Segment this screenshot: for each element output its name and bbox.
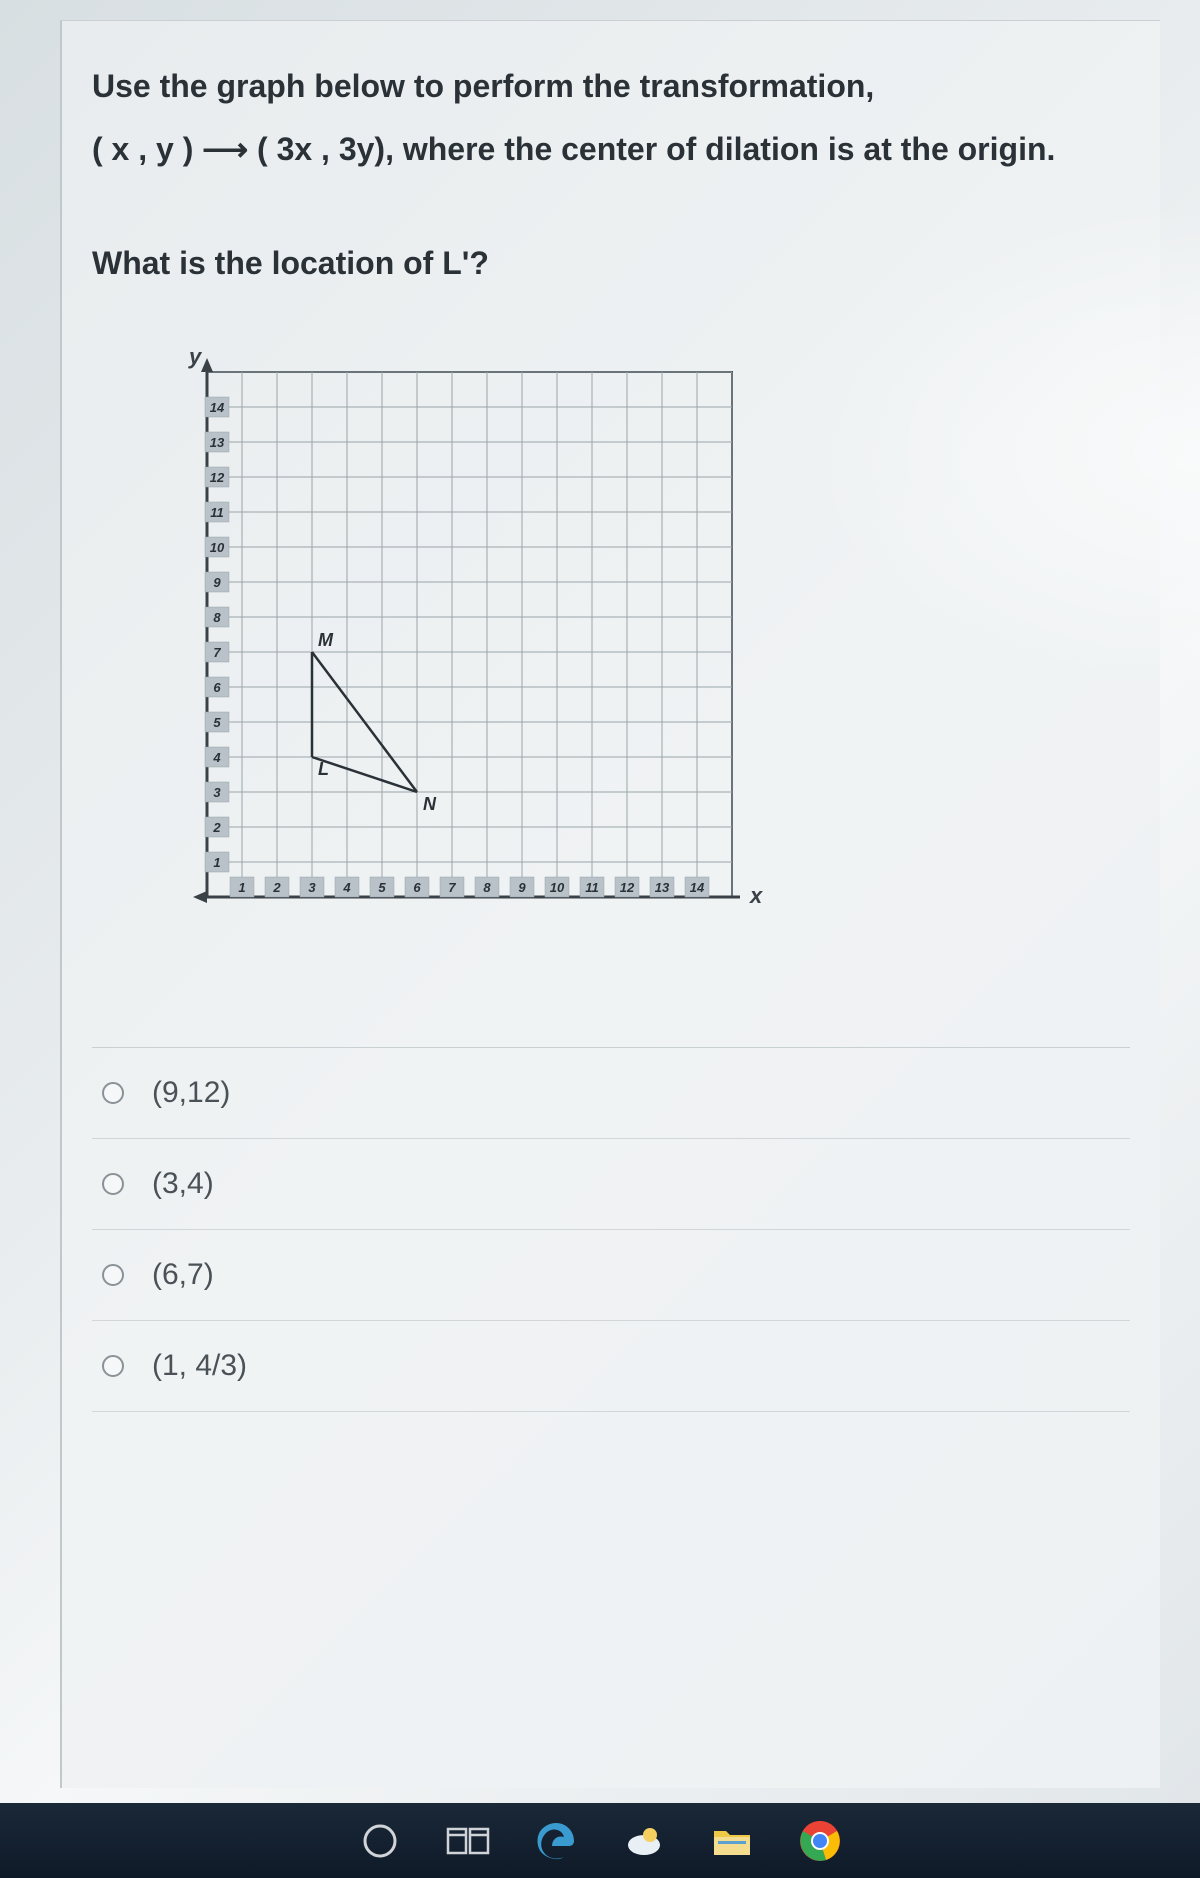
svg-text:1: 1 xyxy=(213,855,220,870)
svg-text:1: 1 xyxy=(238,880,245,895)
question-page: Use the graph below to perform the trans… xyxy=(60,20,1160,1788)
svg-text:10: 10 xyxy=(210,540,225,555)
task-view-icon[interactable] xyxy=(444,1817,492,1865)
chrome-icon[interactable] xyxy=(796,1817,844,1865)
weather-icon[interactable] xyxy=(620,1817,668,1865)
svg-text:N: N xyxy=(423,794,437,814)
graph-svg: 12345678910111213141234567891011121314yx… xyxy=(162,322,782,942)
svg-text:9: 9 xyxy=(518,880,526,895)
option-row[interactable]: (1, 4/3) xyxy=(92,1321,1130,1412)
coordinate-graph: 12345678910111213141234567891011121314yx… xyxy=(162,322,1130,947)
windows-taskbar[interactable] xyxy=(0,1803,1200,1878)
radio-icon[interactable] xyxy=(102,1082,124,1104)
cortana-icon[interactable] xyxy=(356,1817,404,1865)
svg-text:8: 8 xyxy=(483,880,491,895)
svg-text:14: 14 xyxy=(690,880,705,895)
option-label: (3,4) xyxy=(152,1167,214,1201)
question-line-3: What is the location of L'? xyxy=(92,245,1130,282)
option-row[interactable]: (6,7) xyxy=(92,1230,1130,1321)
svg-text:4: 4 xyxy=(212,750,221,765)
svg-text:10: 10 xyxy=(550,880,565,895)
question-line-1: Use the graph below to perform the trans… xyxy=(92,61,1130,112)
svg-text:y: y xyxy=(188,344,203,369)
radio-icon[interactable] xyxy=(102,1264,124,1286)
svg-text:7: 7 xyxy=(213,645,221,660)
svg-text:8: 8 xyxy=(213,610,221,625)
svg-text:4: 4 xyxy=(342,880,351,895)
svg-text:5: 5 xyxy=(213,715,221,730)
option-row[interactable]: (3,4) xyxy=(92,1139,1130,1230)
svg-text:7: 7 xyxy=(448,880,456,895)
svg-text:5: 5 xyxy=(378,880,386,895)
svg-text:12: 12 xyxy=(210,470,225,485)
radio-icon[interactable] xyxy=(102,1173,124,1195)
svg-text:2: 2 xyxy=(212,820,221,835)
option-row[interactable]: (9,12) xyxy=(92,1048,1130,1139)
svg-text:x: x xyxy=(749,883,763,908)
file-explorer-icon[interactable] xyxy=(708,1817,756,1865)
option-label: (6,7) xyxy=(152,1258,214,1292)
svg-text:M: M xyxy=(318,630,334,650)
question-line-2: ( x , y ) ⟶ ( 3x , 3y), where the center… xyxy=(92,124,1130,175)
svg-text:13: 13 xyxy=(655,880,670,895)
option-label: (9,12) xyxy=(152,1076,230,1110)
answer-options: (9,12) (3,4) (6,7) (1, 4/3) xyxy=(92,1047,1130,1412)
svg-text:6: 6 xyxy=(213,680,221,695)
svg-text:2: 2 xyxy=(272,880,281,895)
svg-text:3: 3 xyxy=(308,880,316,895)
svg-text:13: 13 xyxy=(210,435,225,450)
svg-text:11: 11 xyxy=(585,880,599,895)
svg-text:6: 6 xyxy=(413,880,421,895)
radio-icon[interactable] xyxy=(102,1355,124,1377)
svg-text:L: L xyxy=(318,759,329,779)
svg-text:11: 11 xyxy=(210,505,224,520)
svg-text:9: 9 xyxy=(213,575,221,590)
edge-icon[interactable] xyxy=(532,1817,580,1865)
option-label: (1, 4/3) xyxy=(152,1349,247,1383)
svg-text:12: 12 xyxy=(620,880,635,895)
svg-text:14: 14 xyxy=(210,400,225,415)
svg-text:3: 3 xyxy=(213,785,221,800)
